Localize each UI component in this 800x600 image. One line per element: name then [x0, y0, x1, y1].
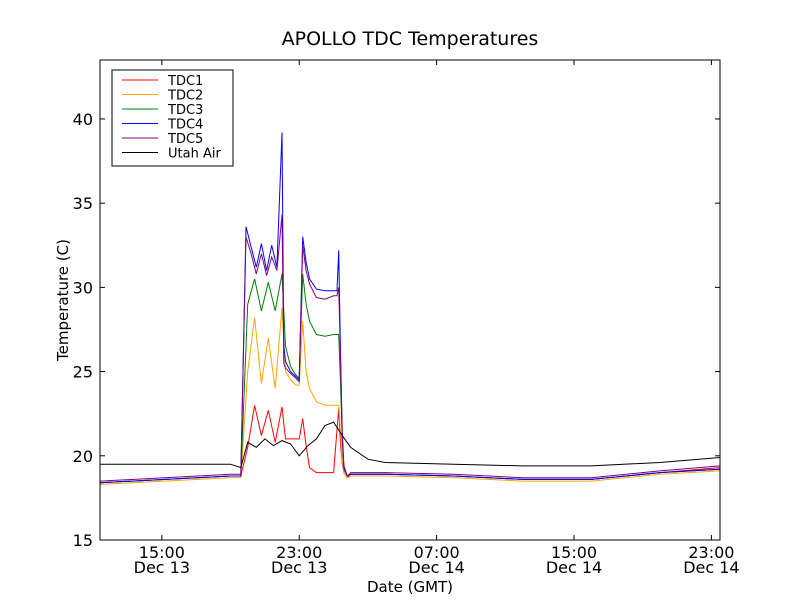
x-tick-label-date: Dec 13	[134, 558, 190, 577]
legend-box	[111, 69, 234, 167]
x-tick-label-time: 23:00	[276, 543, 322, 562]
series-line-tdc4	[100, 132, 720, 484]
x-tick-label-date: Dec 14	[683, 558, 739, 577]
y-axis-label: Temperature (C)	[54, 239, 72, 362]
chart-title: APOLLO TDC Temperatures	[282, 28, 539, 50]
plot-frame	[99, 59, 721, 541]
x-axis-label: Date (GMT)	[367, 578, 453, 596]
legend-label-tdc3: TDC3	[167, 103, 203, 118]
x-tick-label-time: 15:00	[551, 543, 597, 562]
y-tick-label: 25	[73, 363, 93, 382]
legend-label-utah-air: Utah Air	[168, 147, 221, 162]
series-layer	[100, 132, 720, 485]
series-line-tdc2	[100, 307, 720, 485]
x-tick-label-date: Dec 13	[271, 558, 327, 577]
y-tick-label: 15	[73, 531, 93, 550]
x-tick-label-date: Dec 14	[408, 558, 464, 577]
y-tick-label: 30	[73, 278, 93, 297]
y-tick-label: 20	[73, 447, 93, 466]
series-line-tdc5	[100, 214, 720, 482]
legend-label-tdc4: TDC4	[167, 118, 203, 133]
x-tick-label-time: 23:00	[688, 543, 734, 562]
legend-label-tdc5: TDC5	[167, 132, 203, 147]
series-line-utah-air	[100, 421, 720, 469]
legend-label-tdc1: TDC1	[167, 74, 203, 89]
y-tick-label: 35	[73, 194, 93, 213]
x-tick-label-date: Dec 14	[546, 558, 602, 577]
x-tick-label-time: 07:00	[414, 543, 460, 562]
legend-label-tdc2: TDC2	[167, 89, 203, 104]
x-tick-label-time: 15:00	[139, 543, 185, 562]
y-tick-label: 40	[73, 110, 93, 129]
